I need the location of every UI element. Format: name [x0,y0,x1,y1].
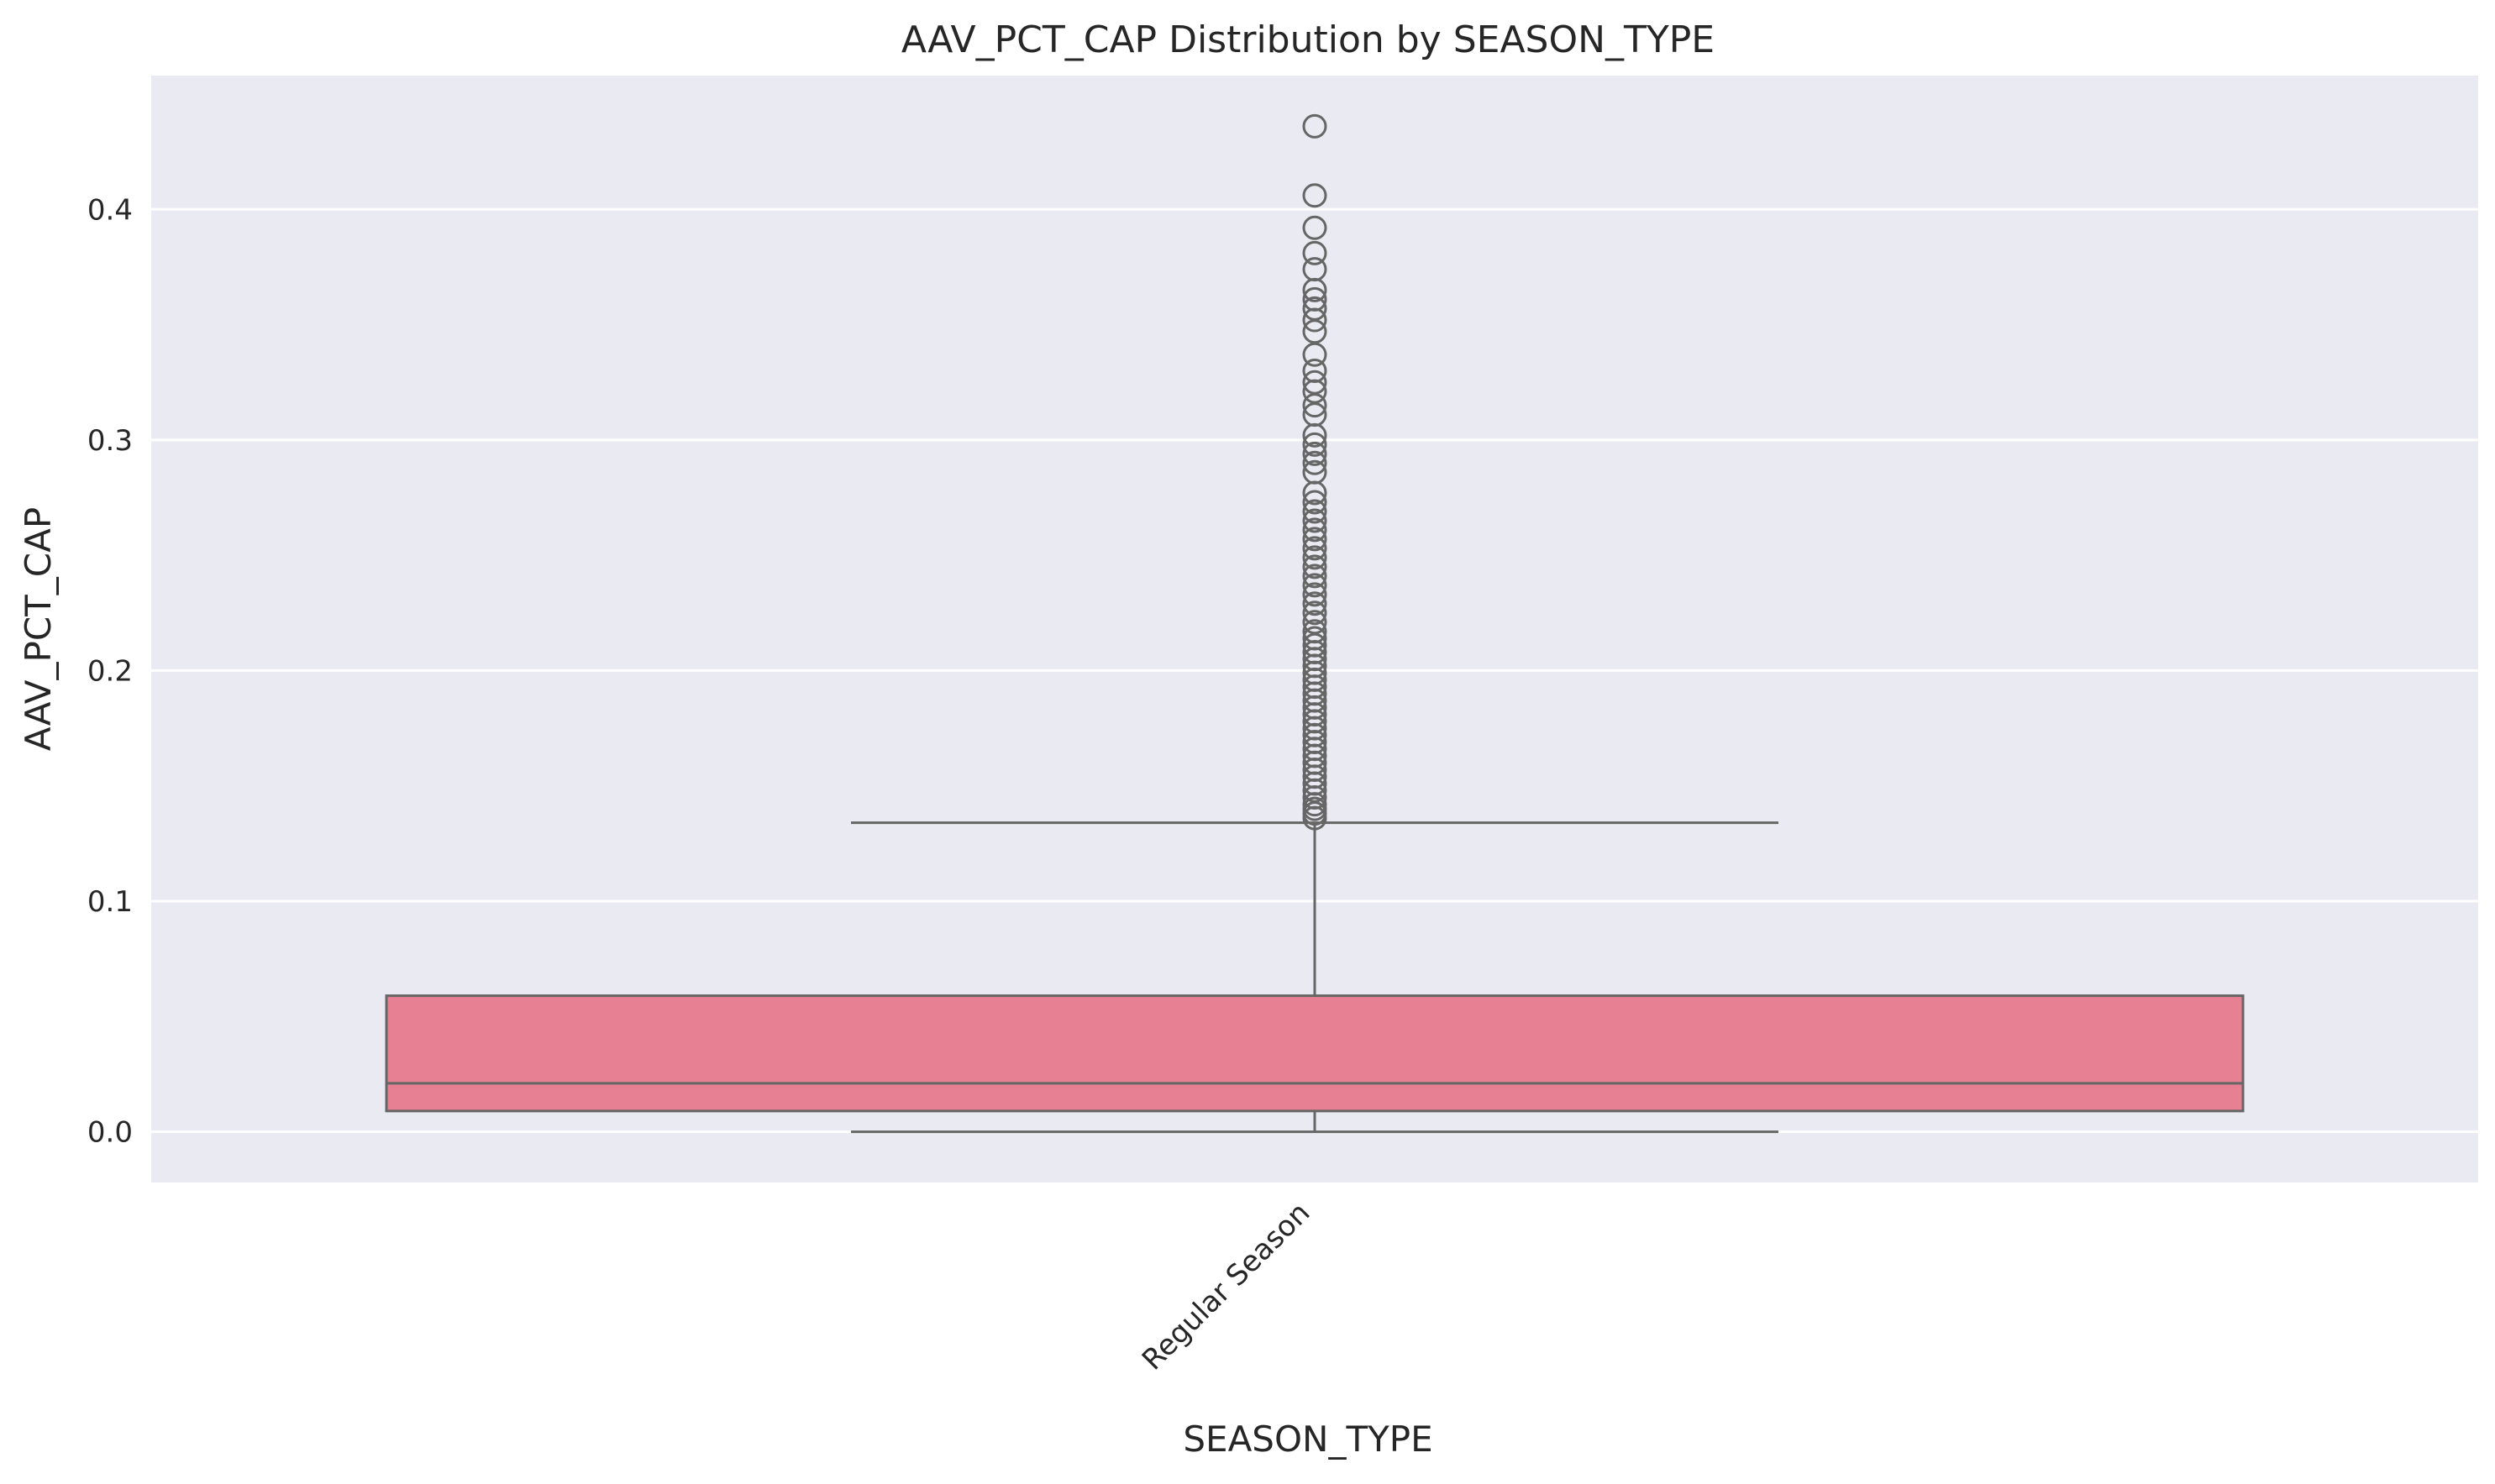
outlier-point [1302,358,1327,383]
outlier-point [1302,508,1327,533]
outlier-point [1302,286,1327,312]
y-axis-label: AAV_PCT_CAP [18,507,59,751]
outlier-point [1302,459,1327,485]
outlier-point [1302,564,1327,589]
outlier-point [1302,619,1327,644]
outlier-point [1302,441,1327,466]
outlier-point [1302,499,1327,524]
y-axis-ticks: 0.0 0.1 0.2 0.3 0.4 [87,193,133,1149]
x-axis-label: SEASON_TYPE [1183,1418,1432,1460]
box-regular-season [385,821,2245,1134]
outlier-point [1302,582,1327,607]
iqr-box [385,994,2245,1113]
outlier-point [1302,527,1327,552]
outlier-point [1302,183,1327,208]
outlier-point [1302,573,1327,598]
outlier-point [1302,517,1327,543]
outlier-point [1302,450,1327,475]
outlier-point [1302,545,1327,570]
chart-title: AAV_PCT_CAP Distribution by SEASON_TYPE [901,18,1715,61]
outlier-points [1302,113,1327,831]
outlier-point [1302,296,1327,321]
outlier-point [1302,626,1327,651]
outlier-point [1302,432,1327,457]
y-tick-label: 0.0 [87,1116,133,1150]
outlier-point [1302,490,1327,515]
y-tick-label: 0.4 [87,193,133,227]
outlier-point [1302,215,1327,240]
outlier-point [1302,113,1327,139]
outlier-point [1302,600,1327,626]
y-tick-label: 0.3 [87,424,133,458]
outlier-point [1302,240,1327,265]
outlier-point [1302,610,1327,635]
outlier-point [1302,554,1327,579]
outlier-point [1302,370,1327,395]
outlier-point [1302,536,1327,561]
y-tick-label: 0.1 [87,885,133,919]
outlier-point [1302,591,1327,616]
outlier-point [1302,257,1327,282]
y-tick-label: 0.2 [87,654,133,688]
